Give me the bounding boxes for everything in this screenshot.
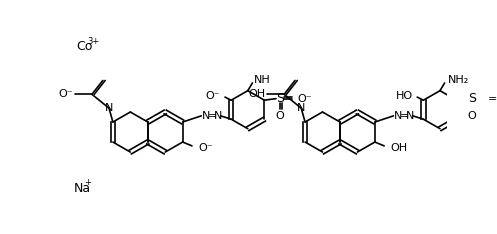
Text: O: O: [275, 111, 284, 121]
Text: +: +: [84, 178, 91, 187]
Text: =: =: [207, 111, 217, 121]
Text: O⁻: O⁻: [206, 91, 220, 101]
Text: N: N: [105, 103, 113, 113]
Text: O⁻: O⁻: [198, 143, 213, 153]
Text: N: N: [394, 111, 402, 121]
Text: HO: HO: [396, 91, 413, 101]
Text: N: N: [407, 111, 414, 121]
Text: =O: =O: [488, 94, 497, 104]
Text: S: S: [468, 92, 476, 105]
Text: O⁻: O⁻: [59, 89, 74, 99]
Text: S: S: [276, 92, 284, 105]
Text: OH: OH: [248, 89, 265, 99]
Text: Co: Co: [76, 40, 92, 53]
Text: N: N: [214, 111, 223, 121]
Text: OH: OH: [390, 143, 408, 153]
Text: Na: Na: [74, 182, 91, 195]
Text: NH: NH: [254, 75, 271, 85]
Text: NH₂: NH₂: [448, 75, 469, 85]
Text: 3+: 3+: [87, 37, 100, 46]
Text: =: =: [400, 111, 409, 121]
Text: O: O: [468, 111, 477, 121]
Text: N: N: [202, 111, 210, 121]
Text: O⁻: O⁻: [297, 94, 312, 104]
Text: N: N: [297, 103, 305, 113]
